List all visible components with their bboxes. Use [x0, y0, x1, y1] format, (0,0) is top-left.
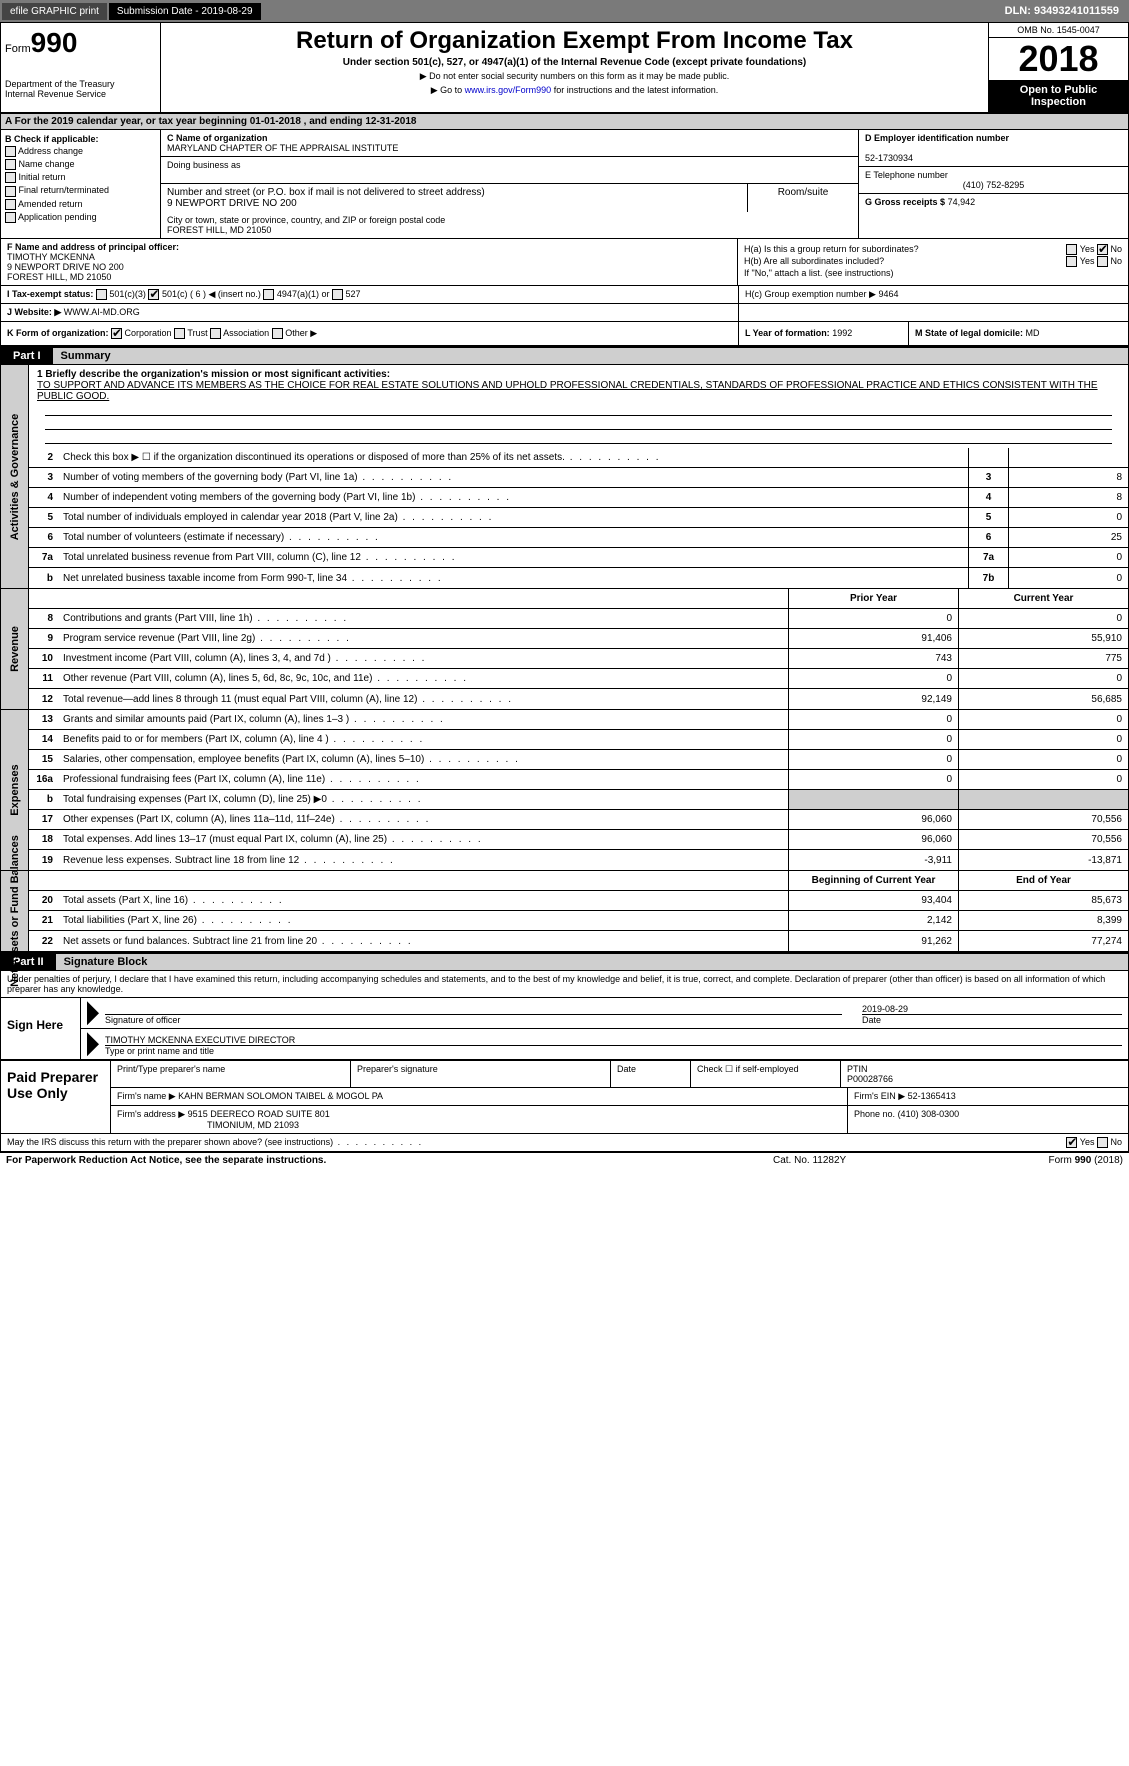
topbar: efile GRAPHIC print Submission Date - 20…	[0, 0, 1129, 22]
data-line: 17Other expenses (Part IX, column (A), l…	[29, 810, 1128, 830]
data-line: 22Net assets or fund balances. Subtract …	[29, 931, 1128, 951]
chk-initial-return[interactable]: Initial return	[5, 172, 156, 183]
gov-line: 4Number of independent voting members of…	[29, 488, 1128, 508]
signature-arrow-icon	[87, 1001, 99, 1025]
penalty-statement: Under penalties of perjury, I declare th…	[1, 971, 1128, 998]
gov-line: 3Number of voting members of the governi…	[29, 468, 1128, 488]
discuss-row: May the IRS discuss this return with the…	[1, 1134, 1128, 1152]
irs-link[interactable]: www.irs.gov/Form990	[465, 85, 552, 95]
chk-app-pending[interactable]: Application pending	[5, 212, 156, 223]
row-i-tax-status: I Tax-exempt status: 501(c)(3) 501(c) ( …	[1, 286, 738, 303]
col-h-group: H(a) Is this a group return for subordin…	[738, 239, 1128, 285]
gross-receipts: 74,942	[948, 197, 976, 207]
state-domicile: M State of legal domicile: MD	[908, 322, 1128, 345]
col-b-checkboxes: B Check if applicable: Address change Na…	[1, 130, 161, 238]
data-line: 13Grants and similar amounts paid (Part …	[29, 710, 1128, 730]
data-line: 12Total revenue—add lines 8 through 11 (…	[29, 689, 1128, 709]
data-line: 11Other revenue (Part VIII, column (A), …	[29, 669, 1128, 689]
part1-header: Part I	[1, 348, 53, 365]
row-a-tax-year: A For the 2019 calendar year, or tax yea…	[1, 114, 1128, 130]
chk-name-change[interactable]: Name change	[5, 159, 156, 170]
form-subtitle: Under section 501(c), 527, or 4947(a)(1)…	[165, 57, 984, 68]
col-de: D Employer identification number52-17309…	[858, 130, 1128, 238]
tax-year: 2018	[989, 38, 1128, 80]
efile-button[interactable]: efile GRAPHIC print	[2, 3, 107, 20]
line1-mission: 1 Briefly describe the organization's mi…	[29, 365, 1128, 448]
omb-number: OMB No. 1545-0047	[989, 23, 1128, 38]
data-line: 18Total expenses. Add lines 13–17 (must …	[29, 830, 1128, 850]
data-line: 15Salaries, other compensation, employee…	[29, 750, 1128, 770]
org-street: 9 NEWPORT DRIVE NO 200	[167, 198, 297, 209]
row-j-website: J Website: ▶ WWW.AI-MD.ORG	[1, 304, 738, 321]
year-formation: L Year of formation: 1992	[738, 322, 908, 345]
gov-line: 6Total number of volunteers (estimate if…	[29, 528, 1128, 548]
col-c-org-info: C Name of organizationMARYLAND CHAPTER O…	[161, 130, 858, 238]
org-city: FOREST HILL, MD 21050	[167, 225, 271, 235]
goto-note: ▶ Go to www.irs.gov/Form990 for instruct…	[165, 85, 984, 96]
chk-address-change[interactable]: Address change	[5, 146, 156, 157]
side-net-assets: Net Assets or Fund Balances	[1, 871, 29, 951]
row-hc: H(c) Group exemption number ▶ 9464	[738, 286, 1128, 303]
part2-title: Signature Block	[56, 954, 1128, 971]
chk-amended[interactable]: Amended return	[5, 199, 156, 210]
firm-ein: 52-1365413	[908, 1091, 956, 1101]
gov-line: 7aTotal unrelated business revenue from …	[29, 548, 1128, 568]
row-k-form-org: K Form of organization: Corporation Trus…	[1, 322, 738, 345]
form-990: Form990 Department of the TreasuryIntern…	[0, 22, 1129, 1153]
chk-final-return[interactable]: Final return/terminated	[5, 185, 156, 196]
ptin: P00028766	[847, 1074, 893, 1084]
phone: (410) 752-8295	[865, 180, 1122, 190]
data-line: 20Total assets (Part X, line 16)93,40485…	[29, 891, 1128, 911]
ein: 52-1730934	[865, 153, 913, 163]
firm-phone: (410) 308-0300	[898, 1109, 960, 1119]
data-line: bTotal fundraising expenses (Part IX, co…	[29, 790, 1128, 810]
firm-name: KAHN BERMAN SOLOMON TAIBEL & MOGOL PA	[178, 1091, 383, 1101]
open-public: Open to Public Inspection	[989, 80, 1128, 112]
data-line: 8Contributions and grants (Part VIII, li…	[29, 609, 1128, 629]
gov-line: 5Total number of individuals employed in…	[29, 508, 1128, 528]
dln: DLN: 93493241011559	[1005, 5, 1127, 17]
part1-title: Summary	[53, 348, 1128, 365]
submission-date: Submission Date - 2019-08-29	[109, 3, 261, 20]
side-governance: Activities & Governance	[1, 365, 29, 588]
form-title: Return of Organization Exempt From Incom…	[165, 27, 984, 55]
form-number: Form990	[5, 27, 156, 59]
side-revenue: Revenue	[1, 589, 29, 709]
form-header: Form990 Department of the TreasuryIntern…	[1, 23, 1128, 114]
dept-treasury: Department of the TreasuryInternal Reven…	[5, 79, 156, 99]
signature-arrow-icon	[87, 1032, 99, 1056]
paid-preparer-label: Paid Preparer Use Only	[1, 1061, 111, 1133]
data-line: 19Revenue less expenses. Subtract line 1…	[29, 850, 1128, 870]
data-line: 14Benefits paid to or for members (Part …	[29, 730, 1128, 750]
gov-line: 2Check this box ▶ ☐ if the organization …	[29, 448, 1128, 468]
sign-here-label: Sign Here	[1, 998, 81, 1059]
ssn-note: ▶ Do not enter social security numbers o…	[165, 71, 984, 82]
gov-line: bNet unrelated business taxable income f…	[29, 568, 1128, 588]
col-f-officer: F Name and address of principal officer:…	[1, 239, 738, 285]
data-line: 16aProfessional fundraising fees (Part I…	[29, 770, 1128, 790]
org-name: MARYLAND CHAPTER OF THE APPRAISAL INSTIT…	[167, 143, 398, 153]
data-line: 10Investment income (Part VIII, column (…	[29, 649, 1128, 669]
page-footer: For Paperwork Reduction Act Notice, see …	[0, 1153, 1129, 1168]
data-line: 9Program service revenue (Part VIII, lin…	[29, 629, 1128, 649]
data-line: 21Total liabilities (Part X, line 26)2,1…	[29, 911, 1128, 931]
